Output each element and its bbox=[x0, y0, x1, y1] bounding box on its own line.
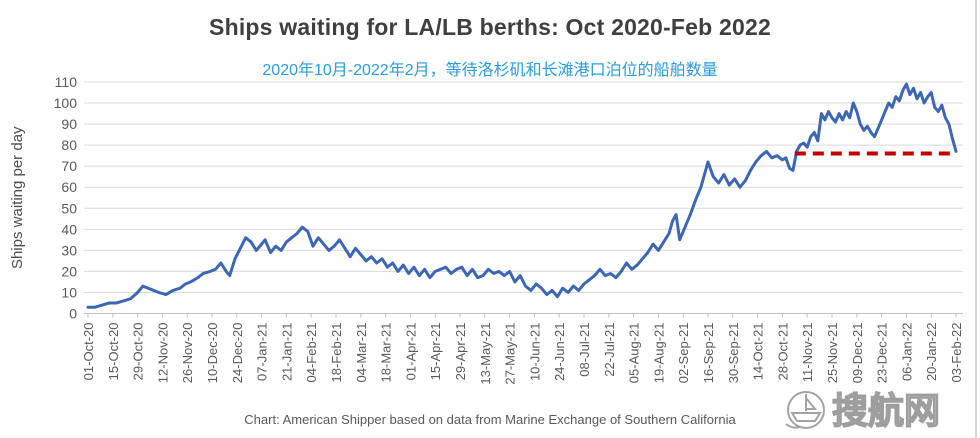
x-tick-label: 25-Nov-21 bbox=[825, 323, 840, 384]
series-line-ships-waiting bbox=[86, 82, 958, 309]
x-tick-label: 15-Apr-21 bbox=[428, 323, 443, 381]
y-tick-label: 80 bbox=[61, 137, 77, 153]
x-tick-label: 21-Jan-21 bbox=[279, 323, 294, 382]
y-tick-label: 50 bbox=[61, 200, 77, 216]
chart-subtitle: 2020年10月-2022年2月，等待洛杉矶和长滩港口泊位的船舶数量 bbox=[262, 62, 718, 79]
x-axis-ticks bbox=[87, 313, 957, 318]
x-tick-label: 16-Sep-21 bbox=[701, 323, 716, 384]
x-tick-label: 10-Dec-20 bbox=[205, 323, 220, 384]
y-tick-label: 40 bbox=[61, 221, 77, 237]
x-tick-label: 29-Apr-21 bbox=[453, 323, 468, 381]
x-tick-label: 18-Feb-21 bbox=[329, 323, 344, 383]
x-tick-label: 22-Jul-21 bbox=[602, 323, 617, 377]
y-tick-label: 0 bbox=[69, 306, 77, 322]
y-gridlines bbox=[84, 81, 963, 314]
x-tick-label: 04-Feb-21 bbox=[304, 323, 319, 383]
x-tick-label: 07-Jan-21 bbox=[255, 323, 270, 382]
x-tick-label: 28-Oct-21 bbox=[775, 323, 790, 381]
chart-title: Ships waiting for LA/LB berths: Oct 2020… bbox=[209, 14, 771, 40]
x-tick-label: 15-Oct-20 bbox=[106, 323, 121, 381]
x-tick-label: 11-Nov-21 bbox=[800, 323, 815, 383]
x-tick-label: 29-Oct-20 bbox=[131, 323, 146, 381]
x-tick-label: 19-Aug-21 bbox=[651, 323, 666, 384]
y-tick-label: 10 bbox=[61, 284, 77, 300]
x-tick-label: 18-Mar-21 bbox=[379, 323, 394, 383]
y-tick-label: 60 bbox=[61, 179, 77, 195]
y-tick-labels: 0 10 20 30 40 50 60 70 80 90 100 110 bbox=[54, 74, 78, 322]
x-tick-label: 03-Feb-22 bbox=[949, 323, 964, 383]
x-tick-label: 20-Jan-22 bbox=[924, 323, 939, 382]
x-tick-label: 08-Jul-21 bbox=[577, 323, 592, 377]
x-tick-label: 06-Jan-22 bbox=[899, 323, 914, 382]
x-tick-label: 02-Sep-21 bbox=[676, 323, 691, 384]
x-tick-label: 30-Sep-21 bbox=[726, 323, 741, 384]
y-tick-label: 70 bbox=[61, 158, 77, 174]
x-tick-label: 05-Aug-21 bbox=[627, 323, 642, 384]
x-tick-label: 10-Jun-21 bbox=[527, 323, 542, 382]
x-tick-label: 09-Dec-21 bbox=[850, 323, 865, 384]
x-tick-label: 27-May-21 bbox=[503, 323, 518, 385]
y-tick-label: 110 bbox=[55, 74, 78, 90]
x-tick-label: 23-Dec-21 bbox=[875, 323, 890, 384]
x-tick-label: 01-Oct-20 bbox=[81, 323, 96, 381]
x-tick-label: 24-Jun-21 bbox=[552, 323, 567, 382]
y-tick-label: 100 bbox=[54, 95, 78, 111]
x-tick-label: 12-Nov-20 bbox=[155, 323, 170, 384]
x-tick-labels: 01-Oct-20 15-Oct-20 29-Oct-20 12-Nov-20 26-N… bbox=[81, 323, 964, 385]
x-tick-label: 13-May-21 bbox=[478, 323, 493, 385]
x-tick-label: 14-Oct-21 bbox=[751, 323, 766, 381]
y-tick-label: 20 bbox=[61, 263, 77, 279]
y-tick-label: 30 bbox=[61, 242, 77, 258]
x-tick-label: 24-Dec-20 bbox=[230, 323, 245, 384]
x-tick-label: 26-Nov-20 bbox=[180, 323, 195, 384]
y-tick-label: 90 bbox=[61, 116, 77, 132]
x-tick-label: 04-Mar-21 bbox=[354, 323, 369, 383]
x-tick-label: 01-Apr-21 bbox=[403, 323, 418, 381]
y-axis-title: Ships waiting per day bbox=[9, 126, 26, 269]
source-caption: Chart: American Shipper based on data fr… bbox=[244, 412, 736, 427]
